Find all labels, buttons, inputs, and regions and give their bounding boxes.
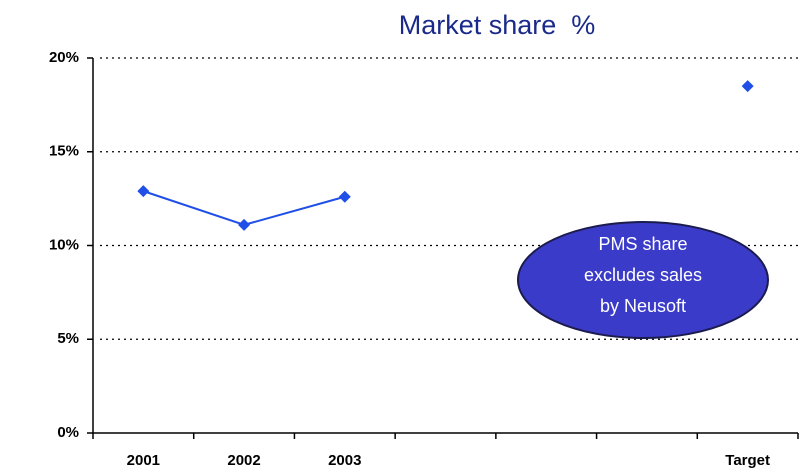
chart-title: Market share %	[399, 10, 596, 40]
y-tick-label: 10%	[49, 236, 79, 253]
x-tick-label: 2003	[328, 452, 361, 469]
annotation-text: by Neusoft	[600, 296, 686, 316]
x-tick-label: 2001	[127, 452, 160, 469]
point-marker	[338, 190, 351, 203]
annotation-text: excludes sales	[584, 265, 702, 285]
y-tick-label: 5%	[57, 330, 79, 347]
line-series	[143, 86, 747, 225]
y-tick-label: 20%	[49, 49, 79, 66]
annotation-bubble	[517, 221, 769, 339]
y-tick-label: 15%	[49, 143, 79, 160]
point-marker	[137, 185, 150, 198]
point-marker	[238, 218, 251, 231]
x-tick-label: Target	[725, 452, 770, 469]
point-marker	[741, 80, 754, 93]
annotation-text: PMS share	[598, 234, 687, 254]
x-tick-label: 2002	[227, 452, 260, 469]
y-tick-label: 0%	[57, 424, 79, 441]
